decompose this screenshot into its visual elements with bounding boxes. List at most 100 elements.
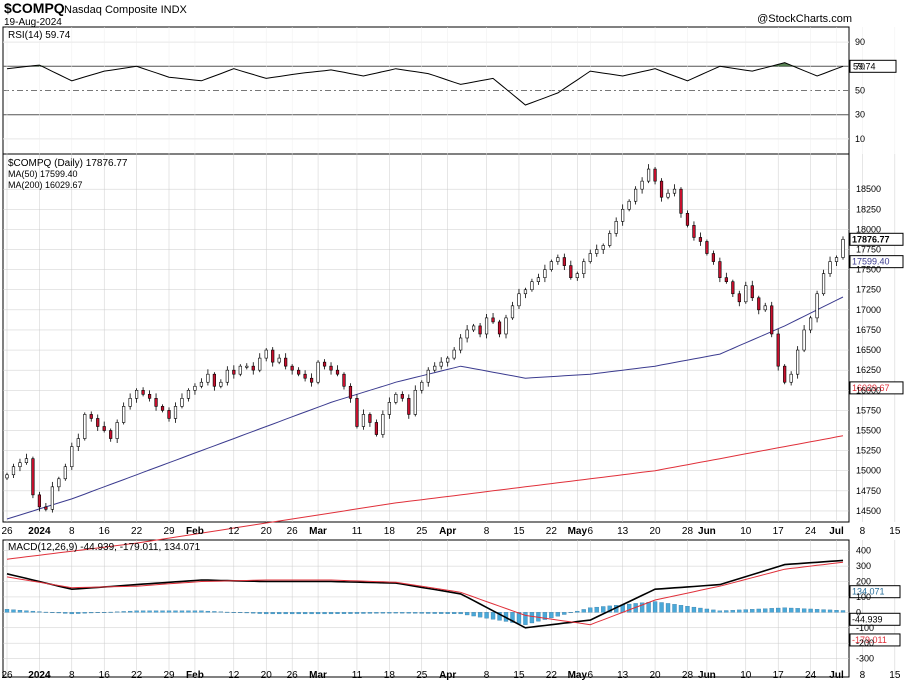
histogram-bar: [497, 612, 502, 621]
candle: [472, 323, 476, 332]
candle-body: [141, 389, 145, 395]
rsi-value-tag-text: 59.74: [853, 61, 876, 71]
price-tick-15500: 15500: [856, 426, 881, 436]
macd-panel: [2, 539, 850, 678]
candle: [711, 250, 715, 265]
macd-tick-300: 300: [856, 561, 871, 571]
histogram-bar: [594, 606, 599, 613]
candle-body: [24, 458, 29, 463]
candle: [433, 362, 437, 373]
macd-tag-2: [849, 633, 901, 647]
candle: [646, 164, 651, 184]
candle-body: [646, 168, 651, 182]
histogram-bar: [730, 610, 735, 613]
brand-label[interactable]: @StockCharts.com: [757, 13, 852, 25]
macd-x-label-22: 22: [546, 670, 558, 681]
candle: [348, 383, 353, 403]
candle-body: [672, 188, 677, 194]
histogram-bar: [769, 608, 774, 613]
histogram-bar: [127, 610, 133, 613]
candle-body: [37, 494, 42, 508]
histogram-bar: [63, 612, 68, 614]
candle: [258, 353, 262, 373]
histogram-bar: [737, 609, 742, 613]
histogram-bar: [801, 608, 807, 613]
histogram-bar: [626, 603, 632, 613]
histogram-bar: [672, 604, 677, 613]
candle-body: [575, 273, 579, 278]
ma50-line: [6, 296, 844, 520]
histogram-bar: [380, 612, 386, 614]
price-tag-text-0: 17876.77: [852, 234, 890, 244]
candle: [219, 379, 223, 389]
candle: [37, 491, 42, 512]
x-label-Jun: Jun: [698, 526, 716, 537]
candle: [245, 363, 249, 370]
candle-body: [44, 506, 48, 510]
macd-x-label-20: 20: [649, 670, 661, 681]
candle-body: [478, 325, 482, 335]
histogram-bar: [432, 612, 437, 614]
candle: [206, 369, 210, 386]
macd-x-label-29: 29: [163, 670, 175, 681]
candle: [731, 279, 735, 297]
candle: [666, 189, 670, 200]
candle: [122, 402, 126, 425]
histogram-bar: [743, 609, 748, 613]
candle-body: [640, 180, 644, 190]
candle-body: [562, 257, 566, 266]
rsi-tick-10: 10: [855, 134, 865, 144]
candle: [776, 329, 780, 371]
candle-body: [510, 305, 515, 319]
candle-body: [180, 398, 184, 407]
candle-body: [433, 365, 437, 371]
macd-x-label-Feb: Feb: [186, 670, 204, 681]
price-tick-14750: 14750: [856, 486, 881, 496]
histogram-bar: [115, 611, 120, 613]
histogram-bar: [367, 612, 373, 614]
macd-x-label-26: 26: [1, 670, 13, 681]
candle-body: [322, 361, 327, 367]
candle: [718, 257, 722, 283]
candle-body: [297, 369, 301, 375]
histogram-bar: [808, 608, 813, 613]
candle: [284, 353, 288, 370]
x-label-24: 24: [805, 526, 817, 537]
candle-body: [770, 305, 774, 335]
candle-body: [426, 369, 430, 383]
histogram-bar: [89, 612, 94, 614]
histogram-bar: [302, 612, 308, 615]
candle: [5, 472, 9, 480]
histogram-bar: [400, 612, 405, 614]
histogram-bar: [490, 612, 496, 620]
x-label-Feb: Feb: [186, 526, 204, 537]
candle-body: [70, 446, 74, 468]
candle-body: [271, 349, 275, 363]
histogram-bar: [43, 611, 49, 613]
candle: [271, 347, 275, 367]
candle-body: [705, 241, 709, 254]
histogram-bar: [257, 612, 262, 614]
price-tick-16000: 16000: [856, 385, 881, 395]
candle-body: [776, 333, 780, 367]
histogram-bar: [270, 612, 275, 615]
x-label-18: 18: [384, 526, 396, 537]
candle: [251, 362, 255, 375]
candle-body: [413, 389, 417, 415]
macd-tag-text-0: 134.071: [852, 587, 885, 597]
price-tick-16250: 16250: [856, 365, 881, 375]
histogram-bar: [121, 611, 126, 613]
candle: [608, 230, 612, 248]
price-tick-18500: 18500: [856, 184, 881, 194]
x-label-20: 20: [649, 526, 661, 537]
x-label-11: 11: [352, 526, 363, 537]
histogram-bar: [354, 612, 360, 614]
candle: [698, 232, 703, 246]
macd-x-label-Jun: Jun: [698, 670, 716, 681]
histogram-bar: [56, 612, 61, 614]
histogram-bar: [153, 610, 159, 613]
histogram-bar: [225, 611, 230, 613]
macd-tag-0: [849, 585, 901, 599]
macd-tick--100: -100: [856, 623, 874, 633]
candle: [24, 453, 29, 465]
